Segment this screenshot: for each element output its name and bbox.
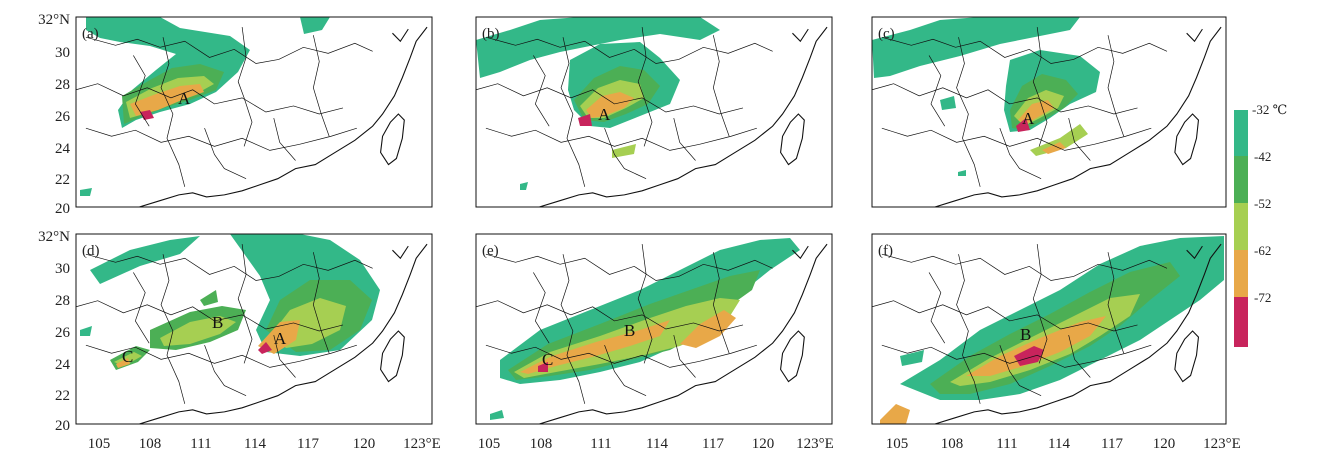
- panel-label: (e): [482, 243, 499, 259]
- system-label-a: A: [598, 105, 611, 124]
- panel-a: (a) A 32°N 30 28 26 24 22 20: [38, 12, 433, 217]
- colorbar-segment: [1234, 203, 1248, 250]
- lat-tick: 26: [55, 325, 71, 341]
- lon-tick: 123°E: [403, 436, 441, 452]
- panel-b: (b) A: [475, 16, 833, 208]
- colorbar-label: -72: [1254, 290, 1271, 305]
- panel-frame: [871, 233, 1227, 425]
- lon-tick: 108: [530, 436, 553, 452]
- lat-tick: 30: [55, 45, 70, 61]
- lon-tick: 114: [646, 436, 668, 452]
- colorbar-segment: [1234, 156, 1248, 203]
- lon-tick: 111: [996, 436, 1017, 452]
- lon-tick: 117: [297, 436, 319, 452]
- panel-label: (a): [82, 26, 99, 42]
- lon-tick: 114: [244, 436, 266, 452]
- lat-tick: 22: [55, 172, 70, 188]
- lon-tick: 120: [1153, 436, 1176, 452]
- system-label-b: B: [1020, 325, 1031, 344]
- lon-tick: 123°E: [1203, 436, 1241, 452]
- lat-tick: 22: [55, 388, 70, 404]
- lon-tick: 111: [590, 436, 611, 452]
- lon-tick: 117: [702, 436, 724, 452]
- panel-frame: [475, 233, 833, 425]
- colorbar-label: -52: [1254, 196, 1271, 211]
- tbb-contours: [476, 17, 720, 190]
- panel-frame: [75, 233, 433, 425]
- colorbar-label: -62: [1254, 243, 1271, 258]
- lat-tick: 24: [55, 141, 71, 157]
- panel-label: (d): [82, 243, 100, 259]
- panel-e: (e) C B 105 108 111 114 117 120 123°E: [475, 233, 834, 452]
- system-label-c: C: [542, 350, 553, 369]
- colorbar-label: -32 ℃: [1252, 102, 1287, 117]
- system-label-a: A: [1022, 109, 1035, 128]
- lon-tick: 120: [353, 436, 376, 452]
- lon-tick: 105: [478, 436, 501, 452]
- panel-frame: [75, 16, 433, 208]
- tbb-contours: [880, 236, 1224, 424]
- lon-tick: 108: [941, 436, 964, 452]
- lat-tick: 20: [55, 201, 70, 217]
- tbb-contours: [80, 17, 330, 196]
- lon-tick: 114: [1048, 436, 1070, 452]
- lon-tick: 120: [752, 436, 775, 452]
- lat-tick: 32°N: [38, 12, 70, 28]
- system-label-a: A: [274, 329, 287, 348]
- panel-label: (c): [878, 26, 895, 42]
- lat-tick: 28: [55, 293, 70, 309]
- lon-tick: 111: [190, 436, 211, 452]
- system-label-c: C: [122, 347, 133, 366]
- panel-c: (c) A: [871, 16, 1227, 208]
- system-label-a: A: [178, 89, 191, 108]
- system-label-b: B: [212, 313, 223, 332]
- colorbar-segment: [1234, 297, 1248, 347]
- colorbar-segment: [1234, 250, 1248, 297]
- system-label-b: B: [624, 321, 635, 340]
- lat-tick: 20: [55, 418, 70, 434]
- tbb-contours: [80, 234, 380, 370]
- lon-tick: 108: [139, 436, 162, 452]
- lat-tick: 32°N: [38, 229, 70, 245]
- colorbar-segment: [1234, 110, 1248, 156]
- panel-frame: [475, 16, 833, 208]
- panel-f: (f) B 105 108 111 114 117 120 123°E: [871, 233, 1241, 452]
- tbb-contours: [872, 17, 1100, 176]
- colorbar-label: -42: [1254, 149, 1271, 164]
- panel-frame: [871, 16, 1227, 208]
- lat-tick: 28: [55, 77, 70, 93]
- panel-label: (b): [482, 26, 500, 42]
- lon-tick: 105: [886, 436, 909, 452]
- lat-tick: 26: [55, 109, 71, 125]
- lon-tick: 105: [88, 436, 111, 452]
- lat-tick: 24: [55, 357, 71, 373]
- colorbar: -32 ℃ -42 -52 -62 -72: [1234, 102, 1287, 347]
- panel-label: (f): [878, 243, 893, 259]
- lon-tick: 117: [1101, 436, 1123, 452]
- lon-tick: 123°E: [796, 436, 834, 452]
- lat-tick: 30: [55, 261, 70, 277]
- panel-d: (d) C B A 32°N 30 28 26 24 22 20 105 108…: [38, 229, 441, 452]
- tbb-contours: [490, 238, 800, 420]
